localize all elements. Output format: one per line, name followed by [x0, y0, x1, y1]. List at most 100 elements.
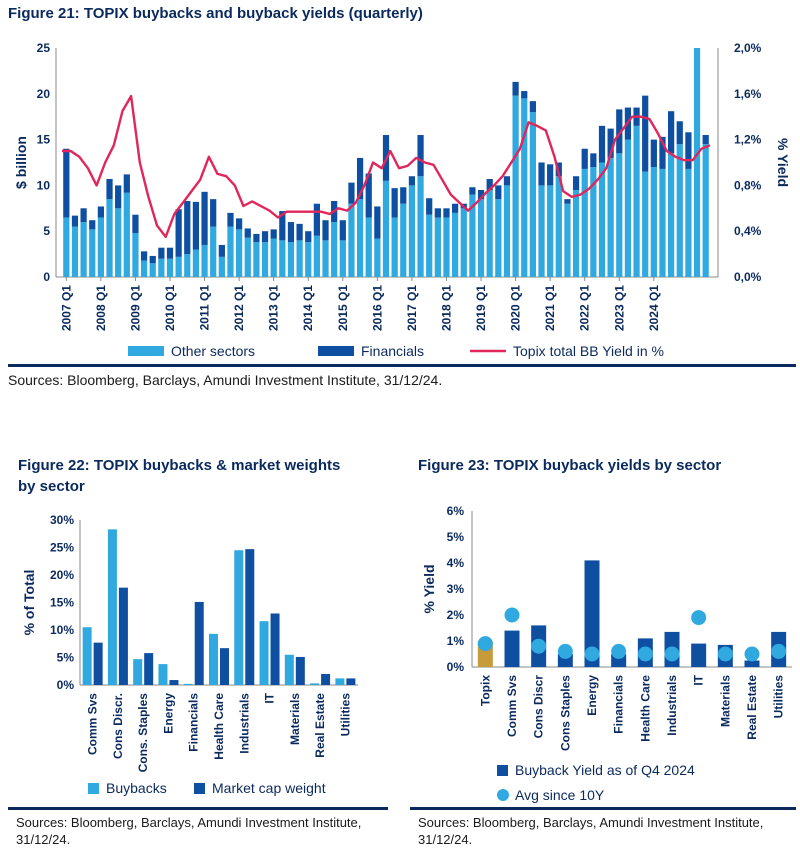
- y-tick-label: 20%: [50, 568, 74, 582]
- bar-other-sectors: [115, 208, 122, 277]
- x-tick-label: 2016 Q1: [370, 285, 384, 331]
- bar-other-sectors: [339, 240, 346, 277]
- bar-other-sectors: [201, 244, 208, 277]
- y-tick-label: 30%: [50, 513, 74, 527]
- y-tick-label: 5%: [447, 530, 465, 544]
- x-tick-label: IT: [263, 692, 277, 703]
- y-tick-label: 1%: [447, 634, 465, 648]
- bar-financials: [365, 173, 372, 218]
- bar-other-sectors: [132, 233, 139, 277]
- bar-other-sectors: [503, 185, 511, 277]
- bar-financials: [434, 208, 441, 218]
- dot-avg-10y: [744, 646, 760, 662]
- bar-financials: [106, 178, 113, 200]
- bar-other-sectors: [443, 217, 450, 277]
- bar-financials: [158, 247, 165, 259]
- x-tick-label: Cons Staples: [558, 675, 572, 751]
- legend-label-other-sectors: Other sectors: [171, 343, 255, 359]
- bar-other-sectors: [426, 214, 433, 277]
- bar-financials: [356, 157, 364, 200]
- x-tick-label: 2009 Q1: [128, 285, 142, 331]
- bar-other-sectors: [140, 260, 148, 277]
- x-tick-label: Utilities: [338, 693, 352, 737]
- bar-other-sectors: [529, 112, 536, 278]
- bar-other-sectors: [305, 242, 312, 277]
- x-tick-label: Comm Svs: [86, 693, 100, 755]
- bar-other-sectors: [296, 240, 303, 277]
- bar-other-sectors: [400, 203, 407, 277]
- bar-buybacks: [209, 633, 218, 685]
- legend-swatch-buyback-yield: [497, 765, 508, 776]
- bar-other-sectors: [149, 263, 156, 277]
- bar-other-sectors: [227, 226, 234, 277]
- x-tick-label: Materials: [288, 693, 302, 745]
- legend-swatch-market-cap-weight: [194, 783, 205, 794]
- bar-buybacks: [82, 627, 92, 685]
- bar-financials: [210, 199, 217, 227]
- bar-financials: [590, 153, 597, 168]
- bar-other-sectors: [469, 194, 476, 277]
- bar-other-sectors: [572, 189, 580, 277]
- bar-financials: [279, 211, 286, 241]
- x-tick-label: 2012 Q1: [232, 285, 246, 331]
- bar-other-sectors: [555, 176, 562, 277]
- bar-financials: [63, 148, 70, 218]
- bar-buyback-yield: [584, 560, 600, 667]
- bar-other-sectors: [80, 222, 87, 277]
- bar-other-sectors: [460, 208, 467, 277]
- bar-other-sectors: [279, 240, 286, 277]
- bar-other-sectors: [512, 95, 519, 277]
- legend-label-market-cap-weight: Market cap weight: [212, 780, 326, 796]
- x-tick-label: Energy: [161, 693, 175, 734]
- dot-avg-10y: [611, 643, 627, 659]
- bar-other-sectors: [668, 153, 675, 277]
- bar-financials: [443, 208, 450, 218]
- bar-financials: [607, 128, 614, 158]
- bar-financials: [598, 125, 606, 163]
- y-tick-label: 3%: [447, 582, 465, 596]
- bar-financials: [486, 178, 493, 190]
- y-tick-label: 6%: [447, 504, 465, 518]
- bar-other-sectors: [331, 222, 338, 277]
- bar-financials: [305, 231, 312, 243]
- bar-other-sectors: [581, 168, 588, 277]
- legend-swatch-avg-10y: [497, 789, 509, 801]
- bar-financials: [676, 121, 683, 145]
- bar-other-sectors: [564, 203, 571, 277]
- bar-financials: [192, 201, 200, 250]
- bar-other-sectors: [356, 199, 364, 277]
- bar-other-sectors: [365, 217, 372, 277]
- bar-other-sectors: [236, 229, 243, 277]
- bar-buybacks: [133, 659, 143, 685]
- dot-avg-10y: [584, 646, 600, 662]
- bar-financials: [685, 132, 692, 169]
- bar-other-sectors: [97, 217, 104, 277]
- legend-swatch-financials: [318, 346, 354, 356]
- x-tick-label: Cons Discr.: [111, 693, 125, 759]
- bar-other-sectors: [676, 144, 683, 277]
- x-tick-label: Financials: [612, 675, 626, 734]
- y-tick-label: 0%: [57, 678, 75, 692]
- dot-avg-10y: [771, 643, 787, 659]
- figure22-divider: [8, 807, 388, 810]
- bar-other-sectors: [521, 98, 528, 277]
- x-tick-label: Comm Svs: [505, 675, 519, 737]
- x-tick-label: Real Estate: [745, 675, 759, 740]
- bar-financials: [140, 251, 148, 261]
- bar-financials: [495, 185, 502, 200]
- legend-label-buybacks: Buybacks: [106, 780, 167, 796]
- figure21-title: Figure 21: TOPIX buybacks and buyback yi…: [8, 5, 423, 22]
- y2-tick-label: 1,6%: [734, 87, 762, 101]
- bar-other-sectors: [650, 167, 657, 277]
- y2-tick-label: 1,2%: [734, 133, 762, 147]
- x-tick-label: 2013 Q1: [267, 285, 281, 331]
- x-tick-label: 2022 Q1: [578, 285, 592, 331]
- bar-buybacks: [335, 678, 345, 685]
- figure21-divider: [8, 364, 796, 367]
- bar-other-sectors: [642, 171, 649, 277]
- bar-other-sectors: [477, 199, 485, 277]
- bar-financials: [650, 139, 657, 168]
- bar-market-cap-weight: [144, 653, 154, 685]
- x-tick-label: 2020 Q1: [509, 285, 523, 331]
